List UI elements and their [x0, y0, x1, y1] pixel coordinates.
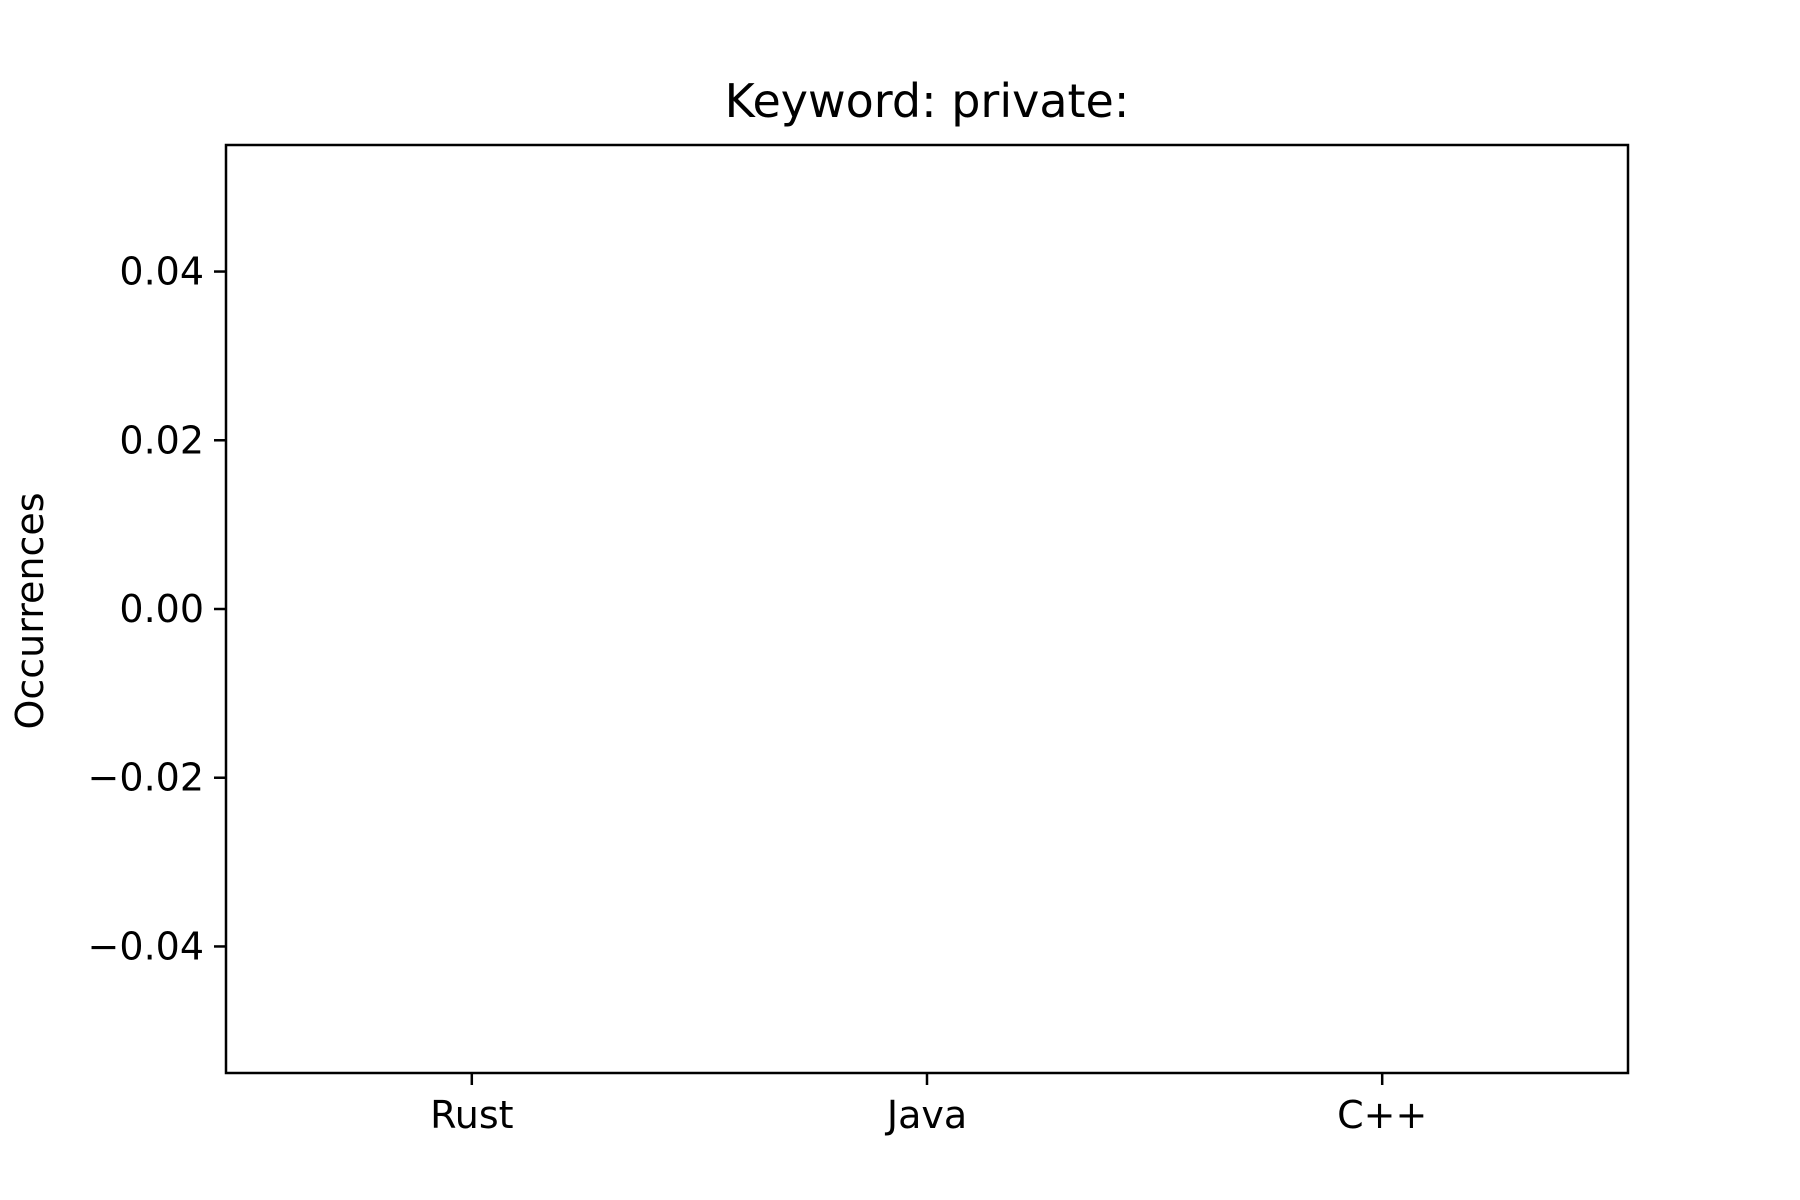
- y-tick-label: 0.04: [119, 250, 204, 294]
- y-axis-label: Occurrences: [8, 492, 52, 729]
- chart-title: Keyword: private:: [725, 74, 1130, 128]
- y-tick-label: −0.04: [88, 924, 204, 968]
- y-tick-label: −0.02: [88, 756, 204, 800]
- y-tick-label: 0.00: [119, 587, 204, 631]
- plot-frame: [224, 143, 1630, 1075]
- x-axis-ticks: Rust Java C++: [430, 1073, 1427, 1137]
- y-tick-label: 0.02: [119, 418, 204, 462]
- y-axis-ticks: 0.04 0.02 0.00 −0.02 −0.04: [88, 250, 226, 968]
- x-tick-label: Java: [885, 1093, 967, 1137]
- x-tick-label: C++: [1337, 1093, 1427, 1137]
- x-tick-label: Rust: [430, 1093, 513, 1137]
